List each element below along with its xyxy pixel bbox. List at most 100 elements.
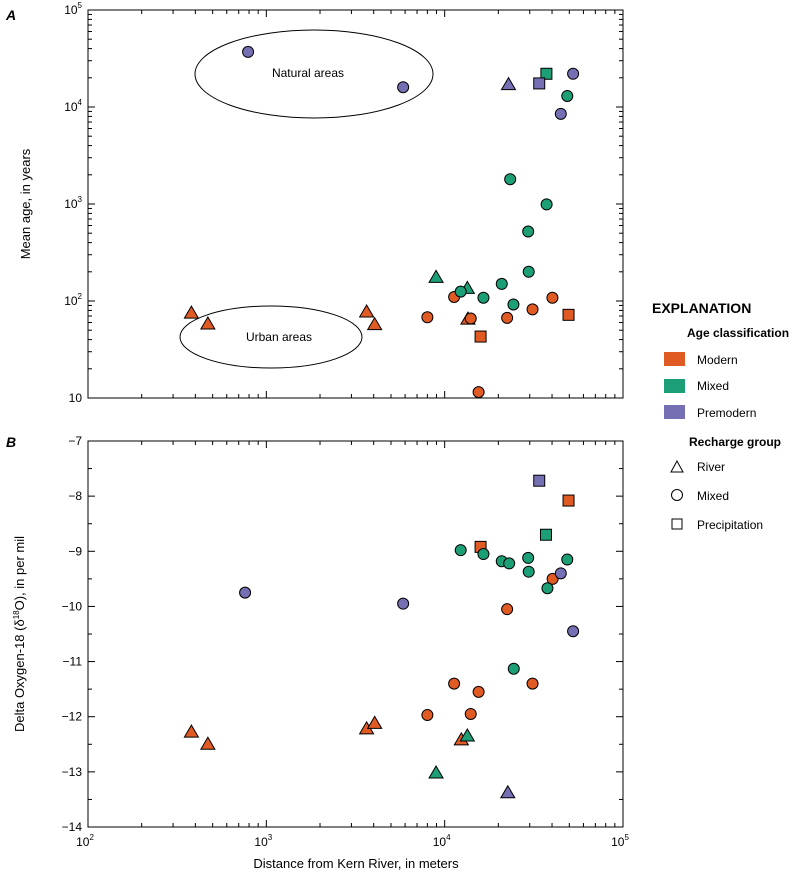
- y-tick-label: −11: [63, 655, 83, 669]
- legend-mixed-circle-icon: [671, 489, 683, 501]
- y-tick-label: −9: [68, 544, 82, 558]
- legend-precipitation-square-icon: [671, 518, 683, 530]
- circle-marker: [561, 553, 574, 566]
- triangle-marker: [459, 728, 476, 742]
- circle-marker: [561, 89, 574, 102]
- y-tick-label: −13: [62, 765, 83, 779]
- panel-b: B −7 −8 −9 −10 −11 −12 −13 −14 102 103 104 105 Del…: [6, 434, 629, 871]
- circle-marker: [454, 285, 467, 298]
- y-tick-label: −12: [62, 710, 83, 724]
- panel-a-y-tick-labels: 10 102 103 104 105: [64, 1, 82, 405]
- circle-marker: [477, 548, 490, 561]
- triangle-marker: [428, 269, 444, 283]
- circle-marker: [239, 586, 252, 599]
- y-tick-label: −14: [62, 820, 83, 834]
- circle-marker: [554, 567, 567, 580]
- legend-title: EXPLANATION: [652, 300, 751, 316]
- circle-marker: [464, 312, 477, 325]
- circle-marker: [567, 625, 580, 638]
- panel-a-letter: A: [5, 7, 16, 23]
- square-marker: [539, 528, 552, 541]
- panel-b-x-tick-labels: 102 103 104 105: [76, 833, 629, 849]
- y-tick-label: −10: [62, 599, 83, 613]
- panel-b-y-axis-label: Delta Oxygen-18 (δ18O), in per mil: [12, 536, 27, 732]
- triangle-marker: [199, 736, 216, 750]
- x-tick-label: 103: [254, 833, 272, 849]
- circle-marker: [546, 572, 559, 585]
- triangle-marker: [428, 764, 444, 779]
- triangle-marker: [366, 316, 383, 331]
- circle-marker: [541, 582, 554, 595]
- circle-marker: [522, 551, 535, 564]
- legend-premodern-label: Premodern: [697, 406, 756, 420]
- panel-b-letter: B: [6, 434, 16, 450]
- x-axis-label: Distance from Kern River, in meters: [253, 856, 459, 871]
- panel-b-y-tick-labels: −7 −8 −9 −10 −11 −12 −13 −14: [62, 434, 83, 834]
- square-marker: [533, 77, 546, 90]
- circle-marker: [501, 311, 514, 324]
- square-marker: [562, 494, 575, 507]
- y-tick-label: 104: [64, 98, 82, 114]
- circle-marker: [540, 198, 553, 211]
- triangle-marker: [366, 715, 383, 729]
- circle-marker: [522, 565, 535, 578]
- x-tick-label: 102: [76, 833, 94, 849]
- circle-marker: [504, 173, 517, 186]
- panel-a: A 10 102 103 104 105 Mean age, in years Natu…: [5, 1, 624, 405]
- circle-marker: [522, 225, 535, 238]
- circle-marker: [546, 291, 559, 304]
- natural-areas-label: Natural areas: [272, 66, 344, 80]
- circle-marker: [507, 662, 520, 675]
- circle-marker: [522, 265, 535, 278]
- circle-marker: [242, 45, 255, 58]
- panel-a-ticks: [88, 10, 623, 398]
- legend-mixed-swatch: [664, 379, 685, 393]
- y-tick-label: 102: [64, 292, 82, 308]
- urban-areas-ellipse: [179, 305, 363, 369]
- circle-marker: [421, 709, 434, 722]
- legend-modern-swatch: [664, 352, 685, 366]
- circle-marker: [526, 303, 539, 316]
- x-tick-label: 105: [611, 833, 629, 849]
- y-tick-label: −8: [68, 489, 82, 503]
- square-marker: [474, 330, 487, 343]
- circle-marker: [501, 603, 514, 616]
- panel-a-y-axis-label: Mean age, in years: [18, 148, 33, 259]
- legend-river-label: River: [697, 460, 725, 474]
- legend-age-title: Age classification: [687, 326, 789, 340]
- square-marker: [540, 67, 553, 80]
- circle-marker: [397, 81, 410, 94]
- panel-a-points: [183, 45, 580, 399]
- legend-river-triangle-icon: [670, 459, 684, 473]
- circle-marker: [477, 291, 490, 304]
- y-tick-label: 10: [69, 391, 83, 405]
- circle-marker: [464, 707, 477, 720]
- y-tick-label: −7: [68, 434, 82, 448]
- square-marker: [562, 308, 575, 321]
- circle-marker: [526, 677, 539, 690]
- urban-areas-label: Urban areas: [246, 330, 312, 344]
- y-tick-label: 105: [64, 1, 82, 17]
- legend-modern-label: Modern: [697, 353, 738, 367]
- legend-mixed-age-label: Mixed: [697, 379, 729, 393]
- circle-marker: [472, 685, 485, 698]
- legend-recharge-title: Recharge group: [689, 435, 781, 449]
- circle-marker: [397, 597, 410, 610]
- circle-marker: [495, 277, 508, 290]
- legend-precipitation-label: Precipitation: [697, 518, 763, 532]
- legend-mixed-recharge-label: Mixed: [697, 489, 729, 503]
- circle-marker: [554, 107, 567, 120]
- legend-premodern-swatch: [664, 405, 685, 419]
- legend: EXPLANATION Age classification Modern Mi…: [652, 300, 789, 532]
- circle-marker: [567, 67, 580, 80]
- triangle-marker: [183, 724, 200, 738]
- circle-marker: [454, 544, 467, 557]
- circle-marker: [448, 677, 461, 690]
- circle-marker: [421, 311, 434, 324]
- x-tick-label: 104: [433, 833, 451, 849]
- panel-b-points: [183, 474, 580, 799]
- triangle-marker: [199, 315, 216, 330]
- circle-marker: [472, 386, 485, 399]
- triangle-marker: [358, 304, 375, 318]
- triangle-marker: [183, 305, 200, 319]
